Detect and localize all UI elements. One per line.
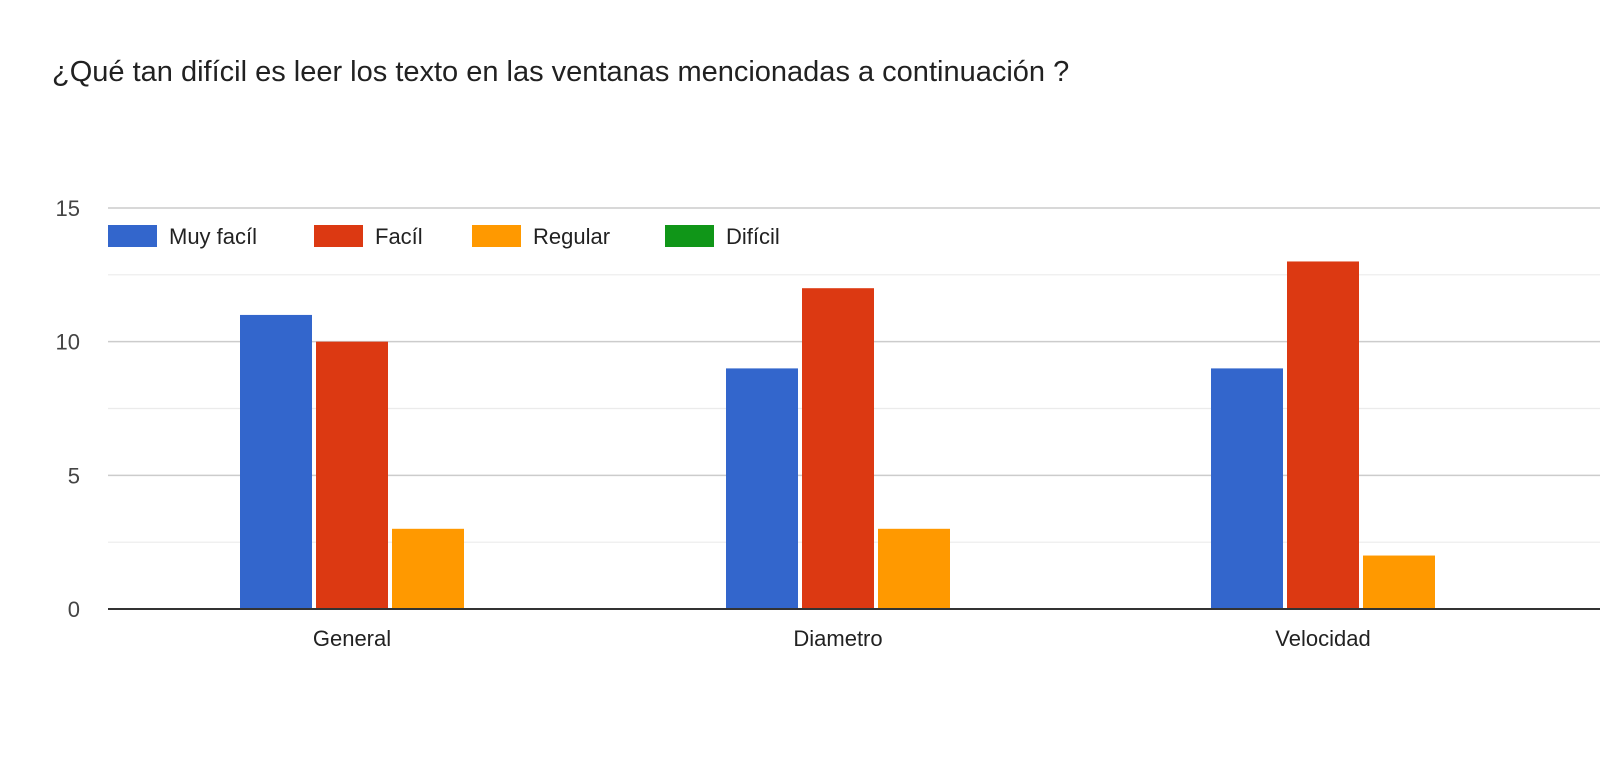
y-tick-label: 5: [68, 463, 80, 488]
legend: Muy facíl Facíl Regular Difícil: [108, 224, 780, 249]
legend-swatch: [472, 225, 521, 247]
legend-label: Regular: [533, 224, 610, 249]
bar-general-0: [240, 314, 312, 609]
bars: [240, 261, 1435, 609]
chart-title: ¿Qué tan difícil es leer los texto en la…: [52, 56, 1070, 88]
legend-swatch: [108, 225, 157, 247]
x-category-label: General: [313, 626, 391, 651]
x-category-label: Velocidad: [1275, 626, 1370, 651]
y-tick-label: 10: [56, 330, 80, 355]
axes: 0 5 10 15 General Diametro Velocidad: [56, 196, 1600, 651]
bar-velocidad-2: [1363, 555, 1435, 609]
bar-velocidad-1: [1287, 261, 1359, 609]
y-tick-label: 0: [68, 597, 80, 622]
legend-swatch: [665, 225, 714, 247]
legend-label: Muy facíl: [169, 224, 257, 249]
bar-general-2: [392, 528, 464, 609]
legend-label: Difícil: [726, 224, 780, 249]
bar-general-1: [316, 341, 388, 609]
bar-diametro-1: [802, 288, 874, 609]
legend-label: Facíl: [375, 224, 423, 249]
bar-diametro-0: [726, 368, 798, 609]
bar-velocidad-0: [1211, 368, 1283, 609]
bar-diametro-2: [878, 528, 950, 609]
legend-swatch: [314, 225, 363, 247]
y-tick-label: 15: [56, 196, 80, 221]
x-category-label: Diametro: [793, 626, 882, 651]
